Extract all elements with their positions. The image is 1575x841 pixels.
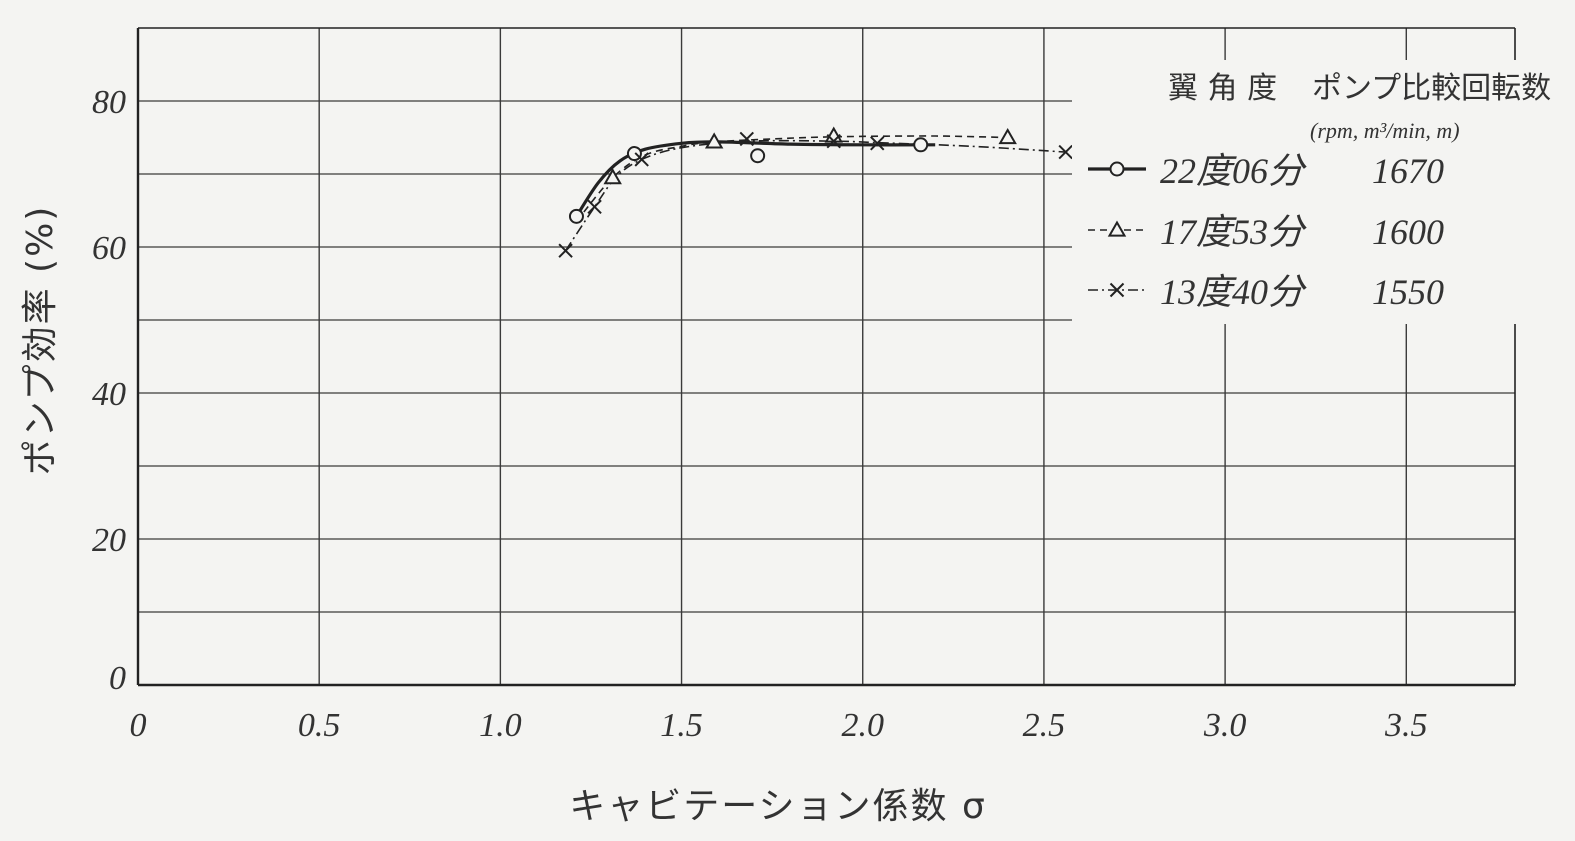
series-1-point <box>750 148 766 164</box>
series-1-point <box>913 137 929 153</box>
series-2-point <box>704 132 724 149</box>
legend-series-name: 17度53分 <box>1160 212 1307 252</box>
series-2-point <box>998 127 1017 145</box>
legend-rows: 22度06分 1670 17度53分 1600 13度40分 1550 <box>1088 151 1444 312</box>
legend-header-speed: ポンプ比較回転数 <box>1312 71 1551 106</box>
x-tick-label: 2.5 <box>1023 707 1066 744</box>
plot-frame <box>136 27 1516 687</box>
series-3-point-stroke-b <box>739 131 754 147</box>
series-curves <box>564 135 1066 252</box>
legend-series-speed: 1550 <box>1372 272 1444 312</box>
legend-header-units: (rpm, m³/min, m) <box>1310 118 1460 143</box>
series-line-1 <box>575 140 936 218</box>
y-tick-labels: 0 20 40 60 80 <box>92 84 126 697</box>
legend-entry-3: 13度40分 1550 <box>1088 272 1444 312</box>
series-1-point <box>568 208 584 224</box>
x-tick-label: 1.0 <box>479 707 522 744</box>
legend-marker <box>1109 282 1125 298</box>
y-tick-label: 80 <box>92 84 126 121</box>
series-3-point-stroke-b <box>826 133 841 149</box>
legend-box <box>1072 60 1522 324</box>
x-axis-label: キャビテーション係数 σ <box>569 786 987 827</box>
series-3-point-stroke-b <box>558 243 573 258</box>
y-tick-label: 0 <box>109 660 126 697</box>
legend-entry-1: 22度06分 1670 <box>1088 151 1444 191</box>
legend-entry-2: 17度53分 1600 <box>1088 212 1444 252</box>
legend-marker-stroke-b <box>1109 282 1125 298</box>
series-3-point-stroke-b <box>870 136 885 151</box>
series-3-point <box>826 133 841 149</box>
series-3-point-stroke-b <box>1058 144 1073 160</box>
y-axis-label: ポンプ効率 (%) <box>20 205 61 476</box>
y-tick-label: 60 <box>92 230 126 267</box>
x-tick-label: 3.0 <box>1203 707 1247 744</box>
series-2-point <box>603 168 622 185</box>
series-markers <box>558 126 1073 258</box>
x-tick-label: 2.0 <box>841 707 884 744</box>
legend-marker <box>1109 161 1125 177</box>
legend-marker <box>1107 220 1127 237</box>
y-tick-label: 20 <box>92 522 126 559</box>
legend: 翼 角 度 ポンプ比較回転数 (rpm, m³/min, m) 22度06分 16… <box>1072 60 1551 324</box>
series-3-point-stroke-b <box>587 199 602 215</box>
series-3-point <box>1058 144 1073 160</box>
x-tick-label: 3.5 <box>1384 707 1428 744</box>
series-line-3 <box>564 139 1066 252</box>
x-tick-labels: 0 0.5 1.0 1.5 2.0 2.5 3.0 3.5 <box>130 707 1428 744</box>
legend-series-speed: 1670 <box>1372 151 1444 191</box>
legend-series-name: 22度06分 <box>1160 151 1307 191</box>
series-3-point <box>587 199 602 215</box>
series-3-point-stroke-b <box>634 152 649 167</box>
series-3-point <box>870 136 885 151</box>
x-tick-label: 1.5 <box>660 707 703 744</box>
legend-series-speed: 1600 <box>1372 212 1444 252</box>
legend-series-name: 13度40分 <box>1160 272 1307 312</box>
series-3-point <box>558 243 573 258</box>
x-tick-label: 0.5 <box>298 707 341 744</box>
series-3-point <box>739 131 754 147</box>
series-3-point <box>634 152 649 167</box>
y-tick-label: 40 <box>92 376 126 413</box>
legend-header-angle: 翼 角 度 <box>1168 71 1277 106</box>
series-line-2 <box>575 135 1008 222</box>
x-tick-label: 0 <box>130 707 147 744</box>
